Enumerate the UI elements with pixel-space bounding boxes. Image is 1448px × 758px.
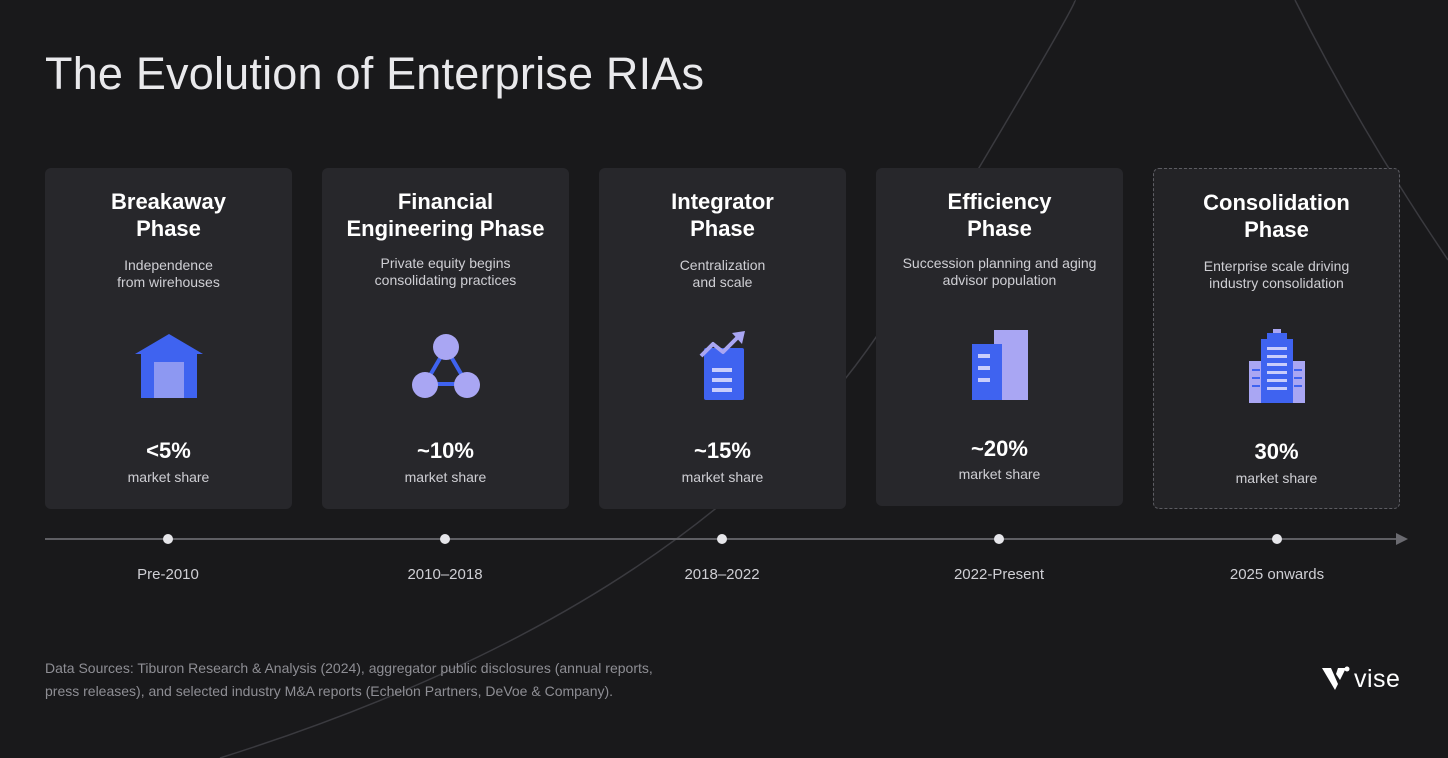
house-icon (131, 328, 207, 404)
market-share-label: market share (681, 469, 764, 485)
market-share-value: <5% (146, 438, 191, 463)
phase-description: Enterprise scale driving industry consol… (1203, 258, 1350, 291)
phase-card-financial-engineering: Financial Engineering Phase Private equi… (322, 168, 569, 509)
page-title: The Evolution of Enterprise RIAs (45, 48, 705, 99)
phase-card-breakaway: Breakaway Phase Independence from wireho… (45, 168, 292, 509)
timeline-arrowhead-icon (1396, 533, 1408, 545)
timeline-marker (1272, 534, 1282, 544)
phase-card-consolidation: Consolidation Phase Enterprise scale dri… (1153, 168, 1400, 509)
phase-title: Consolidation Phase (1203, 190, 1350, 242)
phase-title: Breakaway Phase (111, 189, 226, 241)
timeline-marker (440, 534, 450, 544)
market-share-label: market share (127, 469, 210, 485)
network-icon (408, 328, 484, 404)
timeline-marker (163, 534, 173, 544)
phase-description: Succession planning and aging advisor po… (902, 255, 1097, 288)
phase-description: Independence from wirehouses (117, 257, 220, 290)
timeline-marker (717, 534, 727, 544)
timeline-period-label: 2022-Present (953, 566, 1045, 583)
phase-description: Private equity begins consolidating prac… (374, 255, 517, 288)
phase-description: Centralization and scale (679, 257, 766, 290)
phase-card-integrator: Integrator Phase Centralization and scal… (599, 168, 846, 509)
phase-title: Financial Engineering Phase (346, 189, 545, 241)
market-share-value: 30% (1254, 439, 1299, 464)
vise-logo: vise (1322, 662, 1400, 696)
market-share-label: market share (958, 466, 1041, 482)
logo-wordmark: vise (1354, 664, 1401, 693)
timeline-period-label: Pre-2010 (137, 566, 199, 583)
phase-card-efficiency: Efficiency Phase Succession planning and… (876, 168, 1123, 506)
data-sources-note: Data Sources: Tiburon Research & Analysi… (45, 660, 653, 699)
market-share-value: ~10% (417, 438, 474, 463)
market-share-label: market share (1235, 470, 1318, 486)
skyscraper-icon (1239, 329, 1315, 405)
timeline-period-label: 2010–2018 (407, 566, 483, 583)
market-share-value: ~20% (971, 436, 1028, 461)
phase-title: Efficiency Phase (947, 189, 1052, 241)
growth-chart-icon (685, 328, 761, 404)
timeline-period-label: 2018–2022 (684, 566, 760, 583)
phase-title: Integrator Phase (671, 189, 774, 241)
market-share-value: ~15% (694, 438, 751, 463)
market-share-label: market share (404, 469, 487, 485)
vise-logo-mark-icon (1322, 666, 1350, 690)
office-buildings-icon (962, 326, 1038, 402)
timeline-marker (994, 534, 1004, 544)
timeline-period-label: 2025 onwards (1229, 566, 1325, 583)
